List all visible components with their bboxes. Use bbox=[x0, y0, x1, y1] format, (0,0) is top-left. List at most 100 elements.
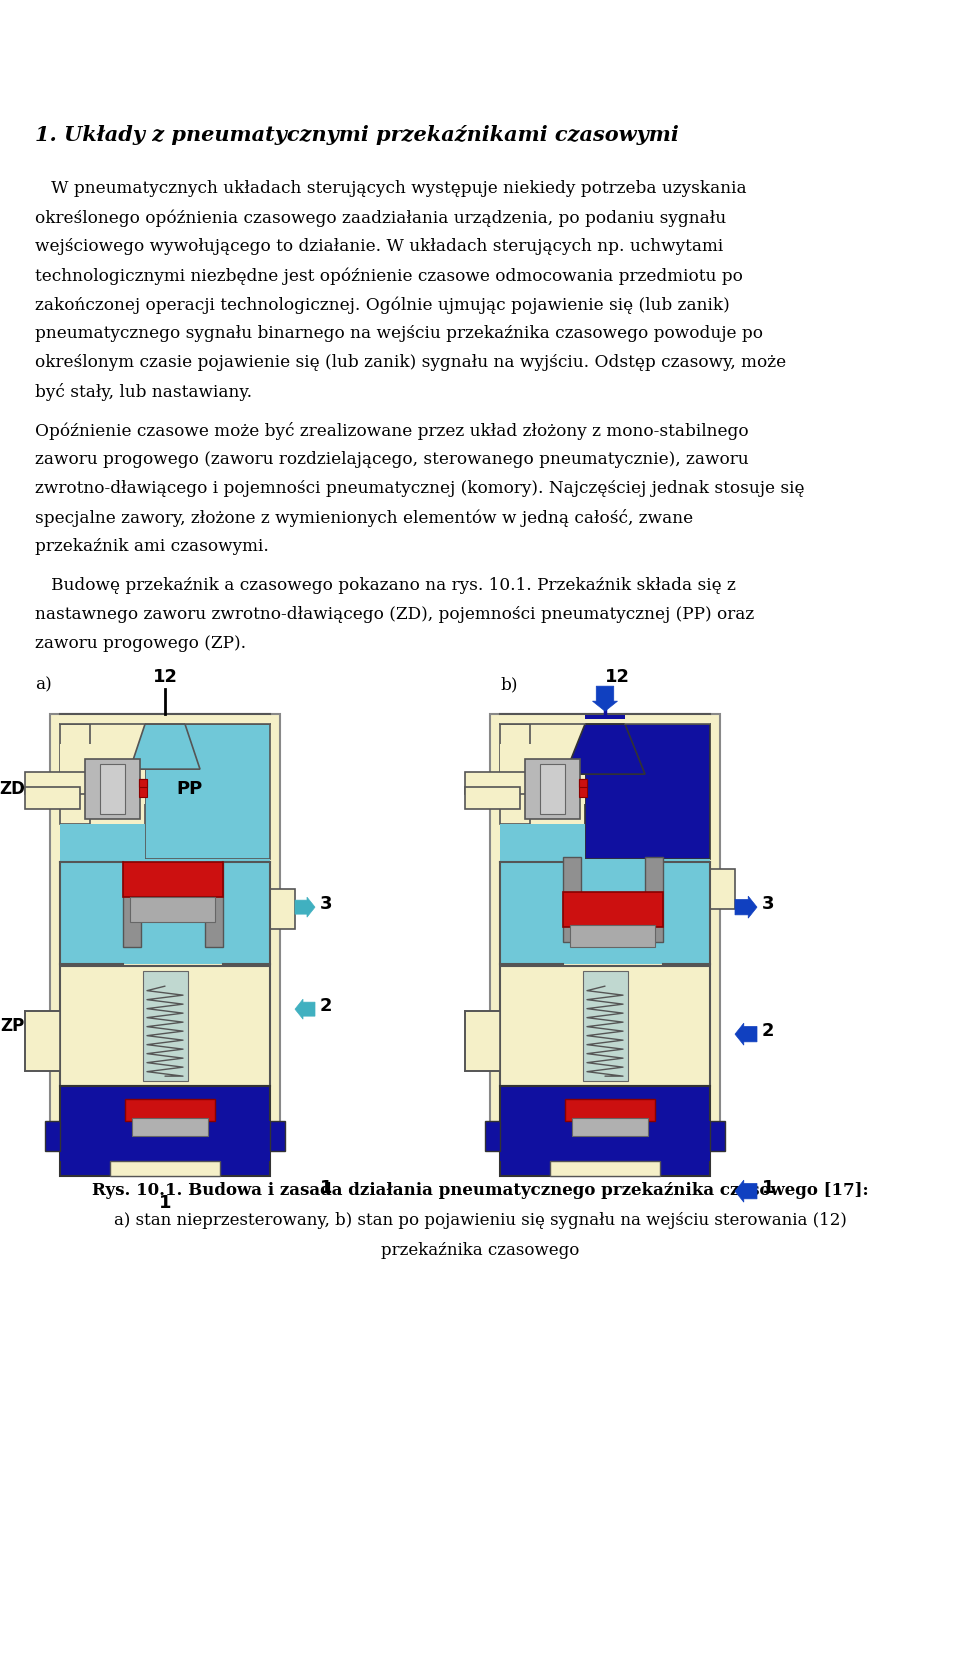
Bar bbox=[45, 1121, 60, 1151]
Bar bbox=[500, 724, 530, 824]
Text: 12: 12 bbox=[605, 668, 630, 687]
Text: Wydział Inżynierii Mechanicznej i Mechatroniki: Wydział Inżynierii Mechanicznej i Mechat… bbox=[223, 64, 737, 82]
Polygon shape bbox=[735, 896, 757, 918]
Bar bbox=[625, 714, 710, 724]
Bar bbox=[205, 863, 223, 946]
Bar bbox=[710, 869, 735, 910]
Text: 12: 12 bbox=[153, 668, 178, 687]
Text: specjalne zawory, złożone z wymienionych elementów w jedną całość, zwane: specjalne zawory, złożone z wymienionych… bbox=[35, 509, 693, 528]
Bar bbox=[270, 1121, 285, 1151]
Text: b): b) bbox=[500, 677, 517, 693]
Bar bbox=[579, 714, 631, 719]
Bar bbox=[579, 779, 587, 797]
Bar bbox=[563, 858, 581, 941]
Text: zaworu progowego (zaworu rozdzielającego, sterowanego pneumatycznie), zaworu: zaworu progowego (zaworu rozdzielającego… bbox=[35, 451, 749, 467]
Text: a) stan nieprzesterowany, b) stan po pojawieniu się sygnału na wejściu sterowani: a) stan nieprzesterowany, b) stan po poj… bbox=[113, 1213, 847, 1229]
Bar bbox=[500, 1121, 550, 1161]
Bar bbox=[500, 744, 585, 804]
Bar bbox=[60, 859, 270, 965]
Bar bbox=[660, 1121, 710, 1161]
Text: Rys. 10.1. Budowa i zasada działania pneumatycznego przekaźnika czasowego [17]:: Rys. 10.1. Budowa i zasada działania pne… bbox=[92, 1183, 868, 1199]
Bar bbox=[579, 779, 587, 787]
Text: 3: 3 bbox=[320, 894, 332, 913]
Polygon shape bbox=[592, 687, 617, 712]
Text: zakończonej operacji technologicznej. Ogólnie ujmując pojawienie się (lub zanik): zakończonej operacji technologicznej. Og… bbox=[35, 296, 730, 313]
Bar bbox=[645, 858, 663, 941]
Polygon shape bbox=[565, 724, 645, 774]
Bar bbox=[139, 779, 147, 787]
Bar bbox=[25, 787, 80, 809]
Bar bbox=[583, 971, 628, 1080]
Text: zwrotno-dławiącego i pojemności pneumatycznej (komory). Najczęściej jednak stosu: zwrotno-dławiącego i pojemności pneumaty… bbox=[35, 481, 804, 497]
Bar bbox=[500, 1085, 710, 1176]
Text: www.piopawelko.zut.edu.pl: www.piopawelko.zut.edu.pl bbox=[334, 1605, 626, 1623]
Bar bbox=[139, 779, 147, 797]
Bar bbox=[100, 764, 125, 814]
Bar bbox=[490, 714, 720, 1144]
Bar bbox=[465, 787, 520, 809]
Bar bbox=[50, 714, 280, 1144]
Text: technologicznymi niezbędne jest opóźnienie czasowe odmocowania przedmiotu po: technologicznymi niezbędne jest opóźnien… bbox=[35, 266, 743, 285]
Text: 2: 2 bbox=[320, 997, 332, 1015]
Bar bbox=[60, 966, 270, 1085]
Bar bbox=[125, 1099, 215, 1121]
Text: a): a) bbox=[35, 677, 52, 693]
Text: 1: 1 bbox=[762, 1179, 775, 1198]
Bar bbox=[500, 966, 710, 1085]
Bar bbox=[60, 1085, 270, 1176]
Bar bbox=[60, 714, 145, 724]
Bar bbox=[220, 1121, 270, 1161]
Text: wejściowego wywołującego to działanie. W układach sterujących np. uchwytami: wejściowego wywołującego to działanie. W… bbox=[35, 238, 723, 255]
Bar bbox=[130, 898, 215, 923]
Bar bbox=[139, 714, 191, 719]
Polygon shape bbox=[295, 898, 315, 918]
Bar bbox=[132, 1119, 208, 1136]
Text: Zachodniopomorski Uniwersytet Technologiczny w Szczecinie: Zachodniopomorski Uniwersytet Technologi… bbox=[142, 18, 818, 37]
Bar bbox=[550, 1161, 660, 1176]
Bar bbox=[465, 772, 540, 794]
Text: nastawnego zaworu zwrotno-dławiącego (ZD), pojemności pneumatycznej (PP) oraz: nastawnego zaworu zwrotno-dławiącego (ZD… bbox=[35, 606, 755, 623]
Bar bbox=[500, 714, 585, 724]
Bar bbox=[185, 714, 270, 724]
Bar bbox=[565, 1099, 655, 1121]
Text: przekaźnik ami czasowymi.: przekaźnik ami czasowymi. bbox=[35, 538, 269, 554]
Bar bbox=[465, 1012, 500, 1070]
Text: Piotr.Pawelko@zut.edu.pl: Piotr.Pawelko@zut.edu.pl bbox=[346, 1647, 614, 1665]
Bar bbox=[110, 1161, 220, 1176]
Bar bbox=[570, 925, 655, 946]
Text: pneumatycznego sygnału binarnego na wejściu przekaźnika czasowego powoduje po: pneumatycznego sygnału binarnego na wejś… bbox=[35, 325, 763, 342]
Text: 1. Układy z pneumatycznymi przekaźnikami czasowymi: 1. Układy z pneumatycznymi przekaźnikami… bbox=[35, 126, 679, 146]
Text: Opóźnienie czasowe może być zrealizowane przez układ złożony z mono-stabilnego: Opóźnienie czasowe może być zrealizowane… bbox=[35, 422, 749, 441]
Bar bbox=[145, 724, 270, 859]
Bar bbox=[540, 764, 565, 814]
Text: przekaźnika czasowego: przekaźnika czasowego bbox=[381, 1243, 579, 1260]
Bar bbox=[25, 772, 100, 794]
Bar bbox=[60, 1121, 110, 1161]
Text: określonym czasie pojawienie się (lub zanik) sygnału na wyjściu. Odstęp czasowy,: określonym czasie pojawienie się (lub za… bbox=[35, 353, 786, 372]
Polygon shape bbox=[735, 1181, 757, 1203]
Polygon shape bbox=[130, 724, 200, 769]
Text: W pneumatycznych układach sterujących występuje niekiedy potrzeba uzyskania: W pneumatycznych układach sterujących wy… bbox=[35, 181, 747, 198]
Bar bbox=[563, 893, 663, 928]
Bar bbox=[25, 1012, 60, 1070]
Bar bbox=[485, 1121, 500, 1151]
Text: 3: 3 bbox=[762, 894, 775, 913]
Bar bbox=[85, 759, 140, 819]
Polygon shape bbox=[735, 1023, 757, 1045]
Bar bbox=[585, 724, 710, 859]
Text: ZD: ZD bbox=[0, 781, 25, 799]
Text: zaworu progowego (ZP).: zaworu progowego (ZP). bbox=[35, 635, 246, 652]
Bar bbox=[500, 859, 710, 965]
Text: 2: 2 bbox=[762, 1022, 775, 1040]
Bar bbox=[123, 863, 223, 898]
Bar bbox=[572, 1119, 648, 1136]
Text: być stały, lub nastawiany.: być stały, lub nastawiany. bbox=[35, 384, 252, 400]
Text: Budowę przekaźnik a czasowego pokazano na rys. 10.1. Przekaźnik składa się z: Budowę przekaźnik a czasowego pokazano n… bbox=[35, 578, 736, 595]
Bar bbox=[525, 759, 580, 819]
Bar bbox=[143, 971, 188, 1080]
Bar bbox=[123, 863, 141, 946]
Bar bbox=[60, 744, 145, 804]
Text: PP: PP bbox=[177, 781, 204, 799]
Polygon shape bbox=[295, 1000, 315, 1018]
Bar bbox=[710, 1121, 725, 1151]
